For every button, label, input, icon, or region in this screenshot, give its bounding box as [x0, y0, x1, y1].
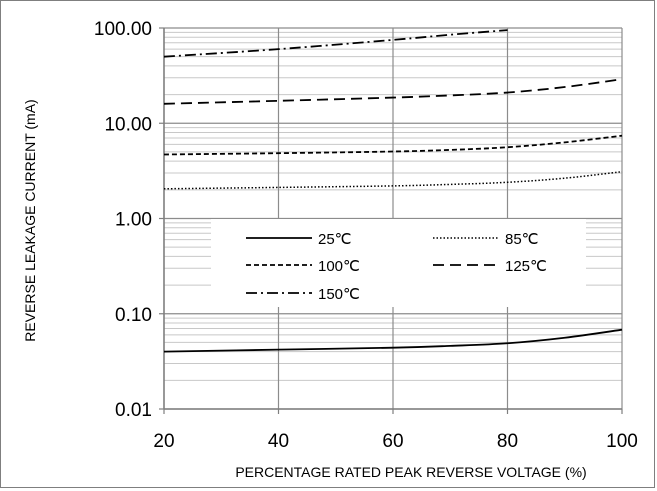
x-tick-label: 100 — [606, 431, 638, 452]
y-tick-label: 0.01 — [115, 400, 152, 421]
legend-label: 150℃ — [318, 286, 360, 303]
x-tick-label: 80 — [497, 431, 518, 452]
x-tick-label: 40 — [268, 431, 289, 452]
series-line-4 — [163, 78, 623, 105]
legend-label: 85℃ — [505, 231, 539, 248]
series-line-5 — [163, 29, 508, 58]
x-tick-label: 60 — [382, 431, 403, 452]
x-axis-title: PERCENTAGE RATED PEAK REVERSE VOLTAGE (%… — [235, 464, 586, 480]
y-axis-title: REVERSE LEAKAGE CURRENT (mA) — [22, 99, 38, 341]
legend-label: 100℃ — [318, 258, 360, 275]
y-tick-label: 100.00 — [94, 19, 152, 40]
legend-label: 25℃ — [318, 231, 352, 248]
y-tick-label: 10.00 — [104, 114, 152, 135]
x-tick-label: 20 — [153, 431, 174, 452]
series-line-2 — [163, 170, 623, 190]
series-line-3 — [163, 134, 623, 156]
y-tick-label: 0.10 — [115, 305, 152, 326]
series-line-1 — [163, 328, 623, 353]
legend-label: 125℃ — [505, 258, 547, 275]
y-tick-label: 1.00 — [115, 210, 152, 231]
